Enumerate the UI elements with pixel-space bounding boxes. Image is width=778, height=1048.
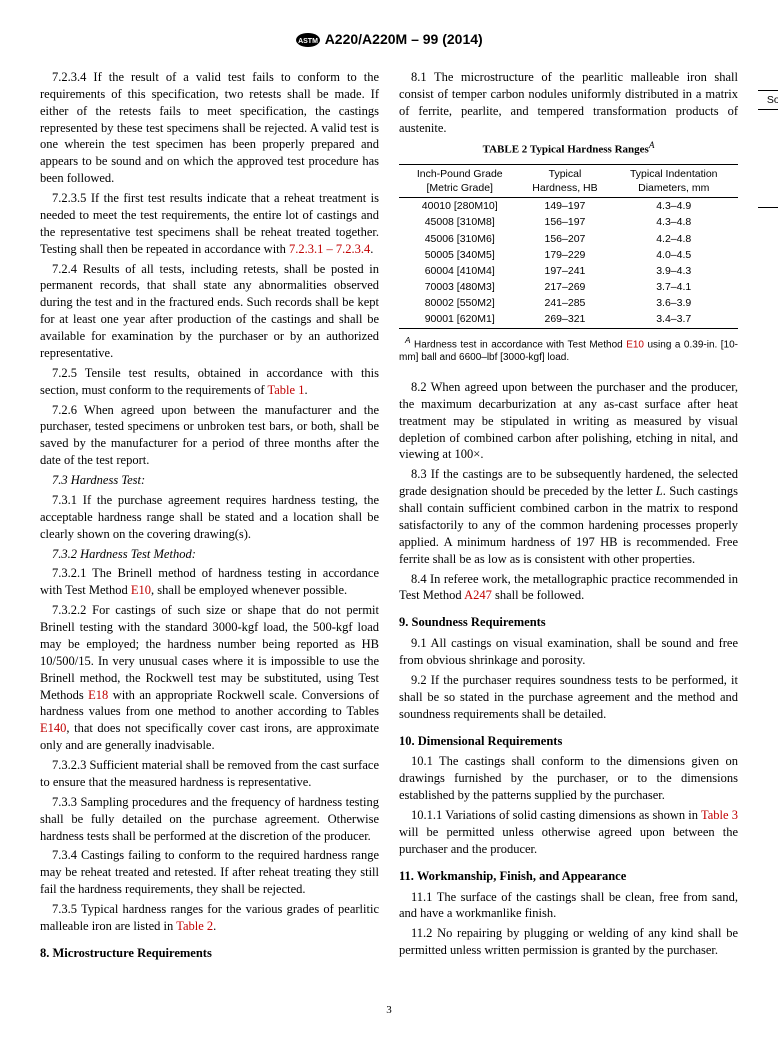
para-735: 7.3.5 Typical hardness ranges for the va… — [40, 901, 379, 935]
ref-e140: E140 — [40, 721, 66, 735]
table-row: 45008 [310M8]156–1974.3–4.8 — [399, 214, 738, 230]
table-row: 80002 [550M2]241–2853.6–3.9 — [399, 295, 738, 311]
ref-e18: E18 — [88, 688, 108, 702]
table2-footnote-mark: A — [649, 140, 655, 150]
heading-10: 10. Dimensional Requirements — [399, 733, 738, 750]
para-1011: 10.1.1 Variations of solid casting dimen… — [399, 807, 738, 858]
astm-logo-icon: ASTM — [295, 32, 321, 48]
para-726: 7.2.6 When agreed upon between the manuf… — [40, 402, 379, 470]
table2-caption: TABLE 2 Typical Hardness RangesA — [399, 139, 738, 158]
table-row: 40010 [280M10]149–1974.3–4.9 — [399, 198, 738, 215]
table-row: 70003 [480M3]217–2693.7–4.1 — [399, 279, 738, 295]
table-row: Up to 1 [up to 25]1⁄32 [0.8] — [758, 109, 778, 126]
table-row: 90001 [620M1]269–3213.4–3.7 — [399, 311, 738, 328]
ref-e10-a: E10 — [131, 583, 151, 597]
t2-col3: Typical Indentation Diameters, mm — [609, 164, 738, 197]
table-row: 50005 [340M5]179–2294.0–4.5 — [399, 247, 738, 263]
para-83: 8.3 If the castings are to be subsequent… — [399, 466, 738, 567]
para-7322: 7.3.2.2 For castings of such size or sha… — [40, 602, 379, 754]
para-92: 9.2 If the purchaser requires soundness … — [399, 672, 738, 723]
page-header: ASTM A220/A220M – 99 (2014) — [40, 30, 738, 49]
heading-11: 11. Workmanship, Finish, and Appearance — [399, 868, 738, 885]
page-number: 3 — [40, 1003, 738, 1018]
ref-table3: Table 3 — [701, 808, 738, 822]
para-111: 11.1 The surface of the castings shall b… — [399, 889, 738, 923]
svg-text:ASTM: ASTM — [298, 38, 318, 45]
heading-8: 8. Microstructure Requirements — [40, 945, 379, 962]
para-725: 7.2.5 Tensile test results, obtained in … — [40, 365, 379, 399]
para-112: 11.2 No repairing by plugging or welding… — [399, 925, 738, 959]
para-724: 7.2.4 Results of all tests, including re… — [40, 261, 379, 362]
para-7235: 7.2.3.5 If the first test results indica… — [40, 190, 379, 258]
table3-container: TABLE 3 Permissible Variations in Any So… — [758, 69, 778, 208]
table-row: 6–12 [150–300]1⁄8 [3.2] — [758, 142, 778, 158]
para-101: 10.1 The castings shall conform to the d… — [399, 753, 738, 804]
body-columns: 7.2.3.4 If the result of a valid test fa… — [40, 69, 738, 989]
table3: Solid Casting Dimension, in. [mm] Permis… — [758, 90, 778, 208]
para-91: 9.1 All castings on visual examination, … — [399, 635, 738, 669]
para-733: 7.3.3 Sampling procedures and the freque… — [40, 794, 379, 845]
ref-a247: A247 — [464, 588, 492, 602]
table2: Inch-Pound Grade [Metric Grade] Typical … — [399, 164, 738, 329]
para-7321: 7.3.2.1 The Brinell method of hardness t… — [40, 565, 379, 599]
table-row: 60004 [410M4]197–2413.9–4.3 — [399, 263, 738, 279]
table-row: 45006 [310M6]156–2074.2–4.8 — [399, 231, 738, 247]
t2-col2: Typical Hardness, HB — [520, 164, 609, 197]
para-7234: 7.2.3.4 If the result of a valid test fa… — [40, 69, 379, 187]
t3-col1: Solid Casting Dimension, in. [mm] — [758, 90, 778, 109]
para-734: 7.3.4 Castings failing to conform to the… — [40, 847, 379, 898]
para-731: 7.3.1 If the purchase agreement requires… — [40, 492, 379, 543]
heading-73: 7.3 Hardness Test: — [40, 472, 379, 489]
table2-footnote: A Hardness test in accordance with Test … — [399, 335, 738, 365]
heading-732: 7.3.2 Hardness Test Method: — [40, 546, 379, 563]
table-row: 24–38 [600–900]7⁄32 [5.6] — [758, 191, 778, 208]
heading-9: 9. Soundness Requirements — [399, 614, 738, 631]
designation: A220/A220M – 99 (2014) — [325, 31, 483, 47]
para-81: 8.1 The microstructure of the pearlitic … — [399, 69, 738, 137]
ref-e10-b: E10 — [626, 339, 644, 350]
table2-container: TABLE 2 Typical Hardness RangesA Inch-Po… — [399, 139, 738, 365]
ref-table2: Table 2 — [176, 919, 213, 933]
para-7323: 7.3.2.3 Sufficient material shall be rem… — [40, 757, 379, 791]
ref-7231-7234: 7.2.3.1 – 7.2.3.4 — [289, 242, 370, 256]
table-row: 18–24 [450–600]3⁄16 [4.8] — [758, 175, 778, 191]
t2-col1: Inch-Pound Grade [Metric Grade] — [399, 164, 520, 197]
para-82: 8.2 When agreed upon between the purchas… — [399, 379, 738, 463]
table-row: 1–6 [25–150]1⁄16 [1.6] — [758, 126, 778, 142]
table3-caption: TABLE 3 Permissible Variations in Any So… — [758, 69, 778, 84]
para-84: 8.4 In referee work, the metallographic … — [399, 571, 738, 605]
ref-table1: Table 1 — [268, 383, 305, 397]
table-row: 12–18 [300–450]5⁄32 [4.0] — [758, 158, 778, 174]
